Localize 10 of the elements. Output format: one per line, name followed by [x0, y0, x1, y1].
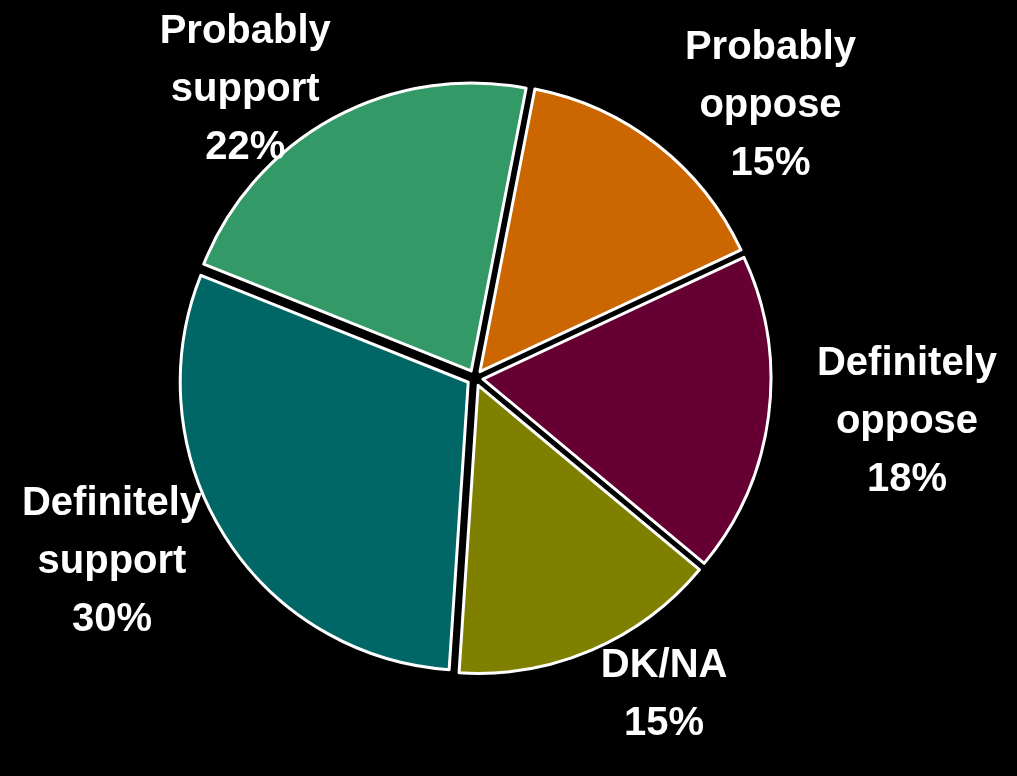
data-label: 18%	[866, 455, 948, 499]
data-label: 15%	[730, 138, 811, 183]
slice-label: Probably support	[159, 6, 332, 109]
slice-label: Definitely oppose	[816, 339, 998, 441]
data-label: 30%	[71, 594, 153, 639]
slice-label: Definitely support	[21, 478, 203, 581]
data-label: 22%	[205, 122, 286, 167]
slice-label: DK/NA	[600, 640, 728, 685]
data-label: 15%	[624, 698, 705, 743]
slice-label: Probably oppose	[684, 22, 857, 125]
